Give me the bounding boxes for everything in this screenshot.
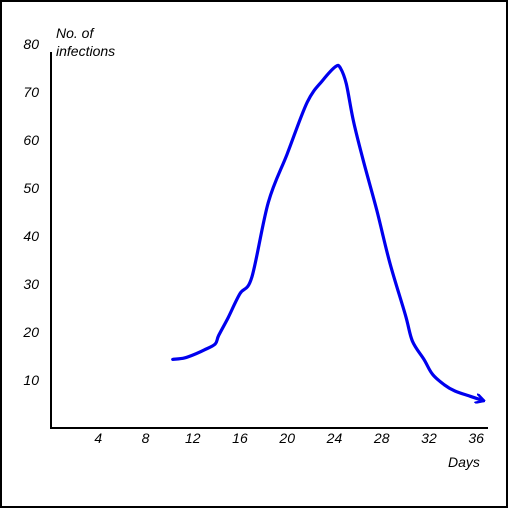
x-tick-label: 8 <box>142 430 150 446</box>
y-tick-label: 50 <box>23 180 39 196</box>
series-line <box>171 63 484 400</box>
y-tick-label: 80 <box>23 36 39 52</box>
x-tick-label: 36 <box>468 430 484 446</box>
x-tick-label: 24 <box>326 430 343 446</box>
axes <box>50 52 488 429</box>
y-tick-label: 70 <box>23 84 39 100</box>
y-axis-title-line-2: infections <box>56 43 115 59</box>
y-tick-labels: 10 20 30 40 50 60 70 80 <box>22 36 39 388</box>
x-tick-label: 12 <box>185 430 201 446</box>
series-layer <box>171 63 484 400</box>
x-tick-label: 20 <box>278 430 295 446</box>
y-tick-label: 60 <box>23 132 39 148</box>
y-tick-label: 10 <box>23 372 39 388</box>
x-tick-label: 4 <box>94 430 102 446</box>
y-tick-label: 40 <box>23 228 39 244</box>
y-tick-label: 20 <box>22 324 39 340</box>
x-tick-label: 28 <box>373 430 390 446</box>
x-axis-title: Days <box>448 454 480 470</box>
x-tick-label: 32 <box>421 430 437 446</box>
x-tick-labels: 4 8 12 16 20 24 28 32 36 <box>94 430 484 446</box>
y-axis-title-line-1: No. of <box>56 25 95 41</box>
y-tick-label: 30 <box>23 276 39 292</box>
x-tick-label: 16 <box>232 430 248 446</box>
